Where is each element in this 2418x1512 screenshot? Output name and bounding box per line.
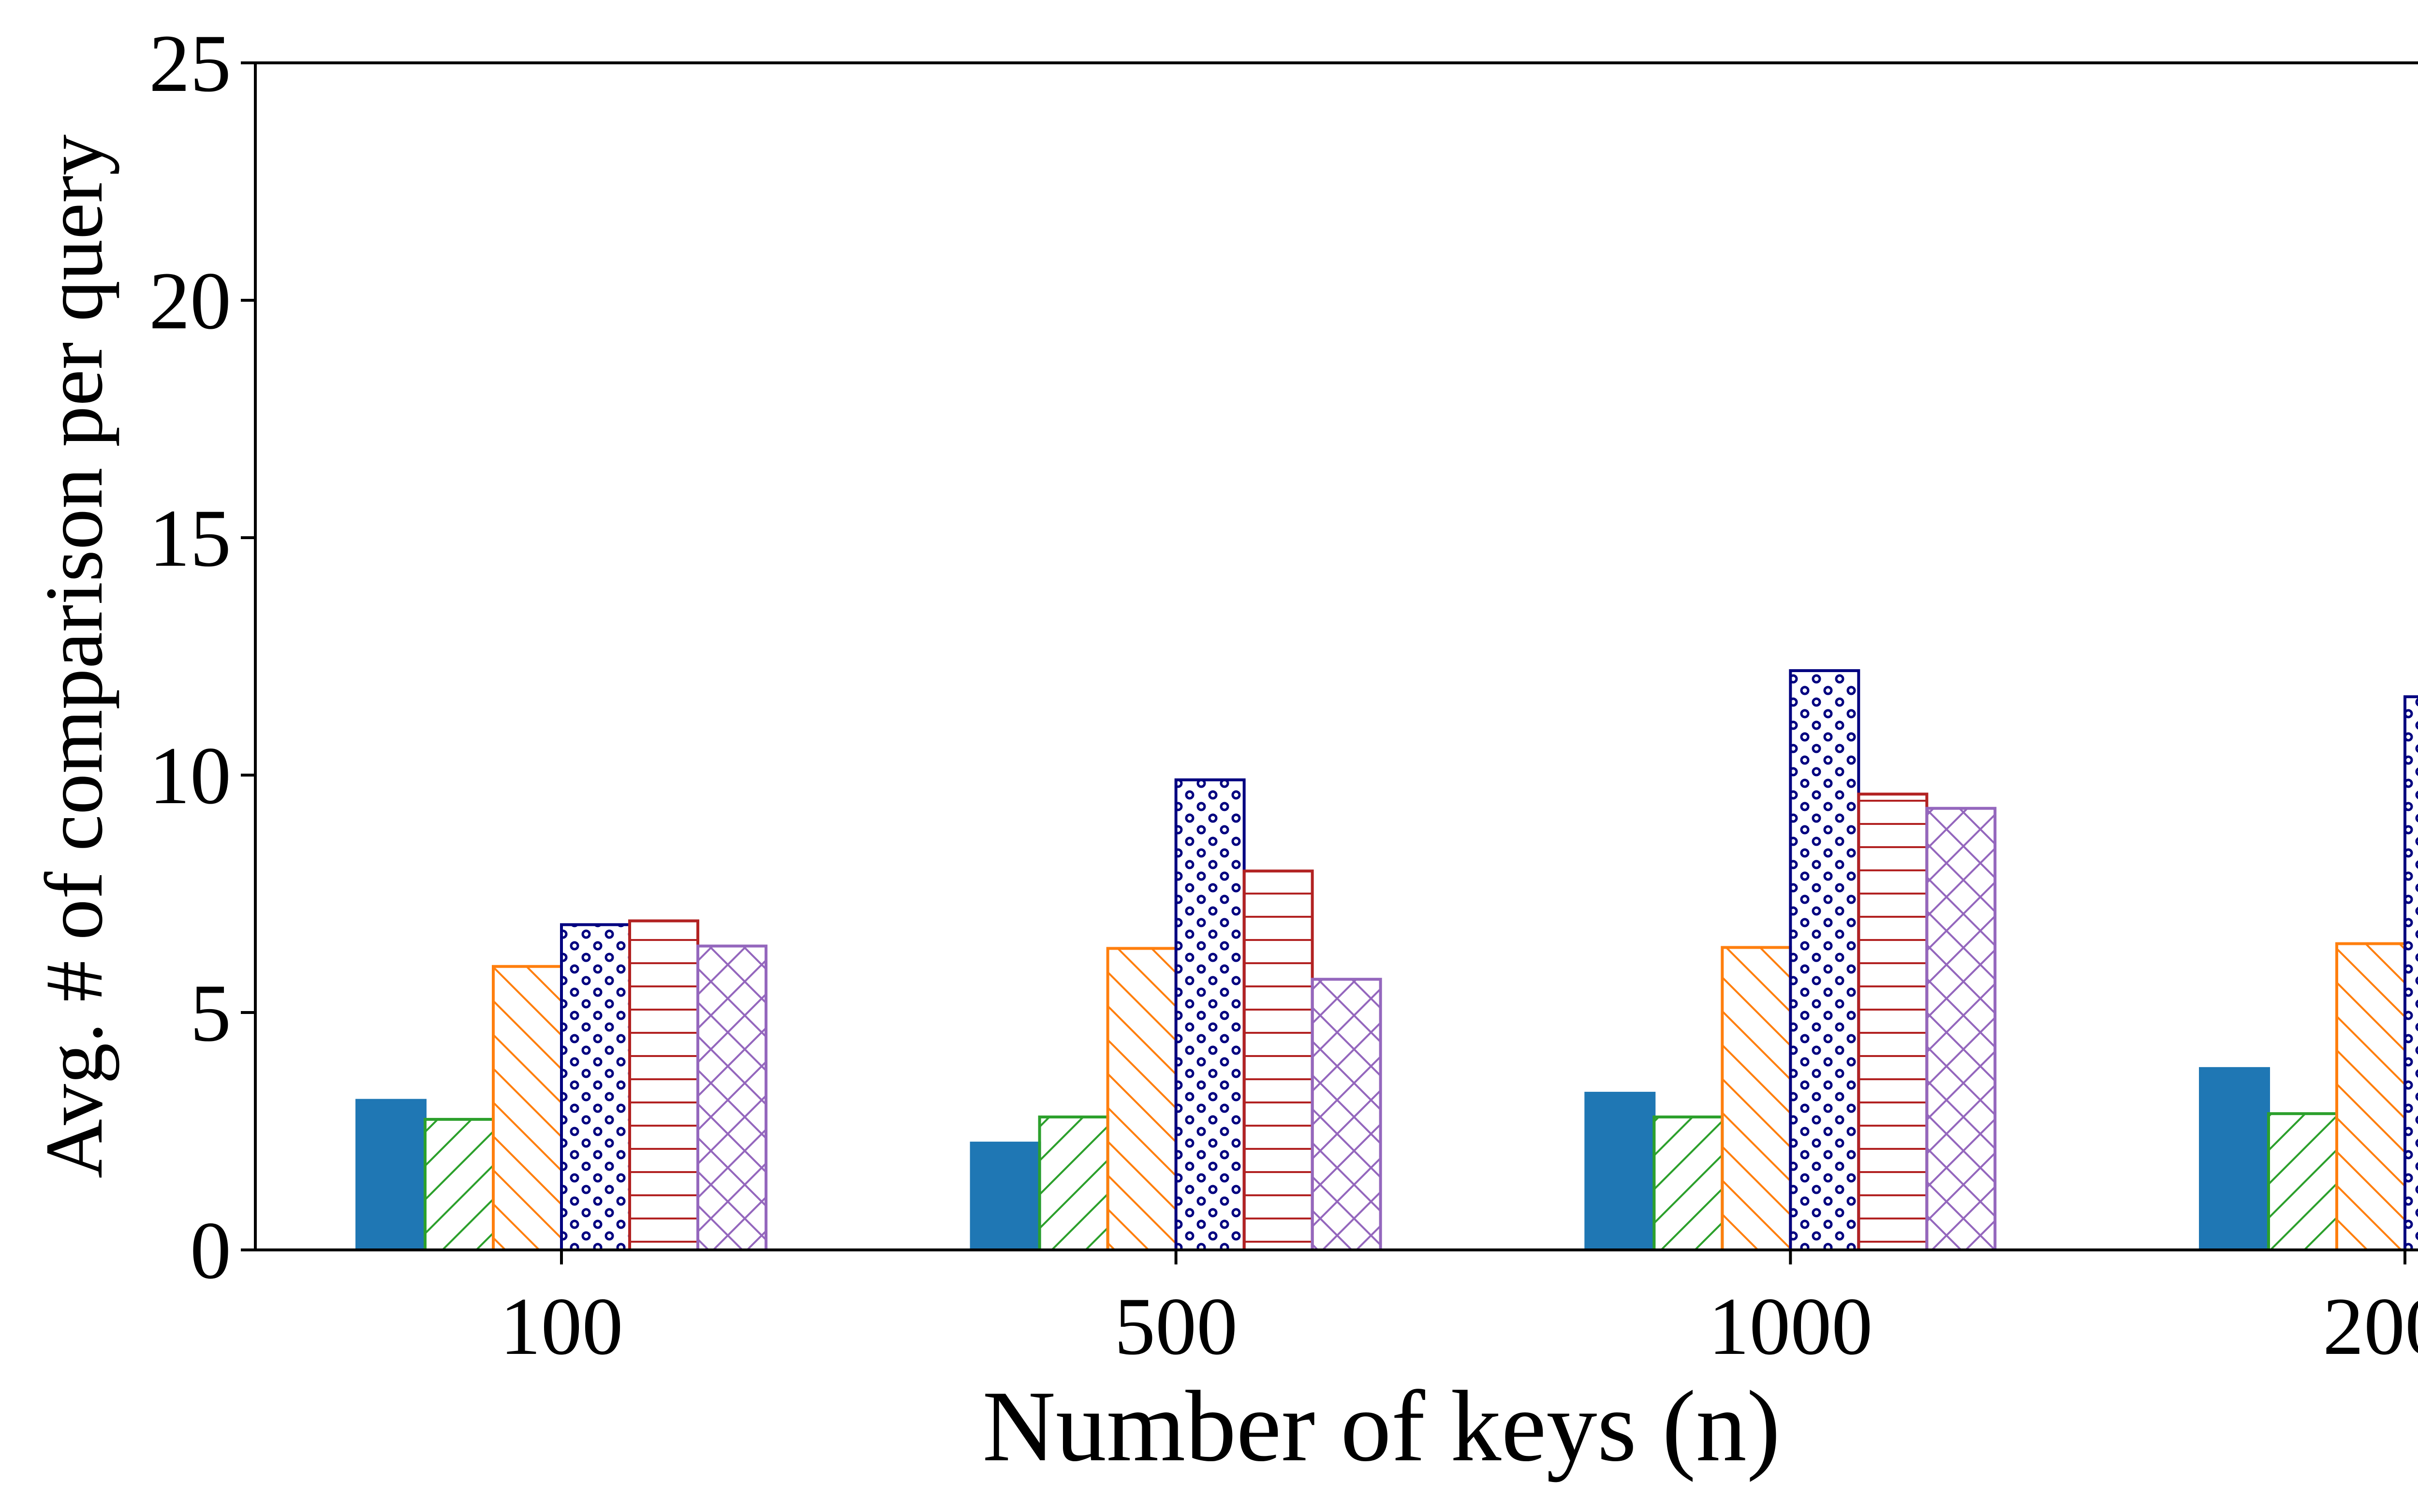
bar-500-s2	[1038, 1116, 1109, 1252]
x-tick-label: 2000	[2323, 1281, 2418, 1372]
bar-100-s5	[628, 919, 699, 1251]
y-tick-label: 25	[149, 18, 231, 109]
bar-2000-s4	[2403, 695, 2418, 1251]
y-tick-label: 10	[149, 730, 231, 821]
x-axis-label: Number of keys (n)	[982, 1370, 1780, 1483]
bars-layer	[355, 669, 2418, 1252]
bar-1000-s5	[1857, 793, 1929, 1251]
bar-100-s2	[424, 1117, 495, 1251]
bar-100-s4	[560, 923, 631, 1251]
plot-frame	[254, 61, 2418, 1251]
y-axis-label: Avg. # of comparison per query	[29, 134, 119, 1178]
bar-100-s3	[492, 965, 563, 1251]
y-tick-label: 5	[190, 968, 231, 1058]
bar-500-s4	[1174, 778, 1246, 1251]
bar-100-s6	[696, 944, 767, 1251]
y-tick-label: 15	[149, 493, 231, 584]
x-tick-label: 500	[1114, 1281, 1238, 1372]
y-tick-label: 20	[149, 255, 231, 346]
x-tick-label: 100	[500, 1281, 623, 1372]
bar-2000-s3	[2335, 942, 2406, 1251]
bar-1000-s4	[1789, 669, 1860, 1251]
bar-2000-s1	[2199, 1067, 2270, 1251]
y-tick-label: 0	[190, 1205, 231, 1296]
x-tick-label: 1000	[1708, 1281, 1872, 1372]
bar-500-s1	[970, 1142, 1041, 1252]
bar-500-s6	[1311, 978, 1382, 1251]
bar-1000-s1	[1584, 1091, 1656, 1251]
bar-500-s3	[1106, 947, 1178, 1252]
bar-1000-s3	[1721, 946, 1792, 1251]
bar-1000-s6	[1925, 807, 1997, 1251]
bar-1000-s2	[1652, 1116, 1724, 1252]
bar-100-s1	[355, 1099, 427, 1251]
axes-layer: 0 5 10 15 20 25 100 500 1000 2000	[149, 18, 2418, 1372]
bar-500-s5	[1242, 869, 1314, 1251]
bar-2000-s2	[2267, 1112, 2338, 1252]
